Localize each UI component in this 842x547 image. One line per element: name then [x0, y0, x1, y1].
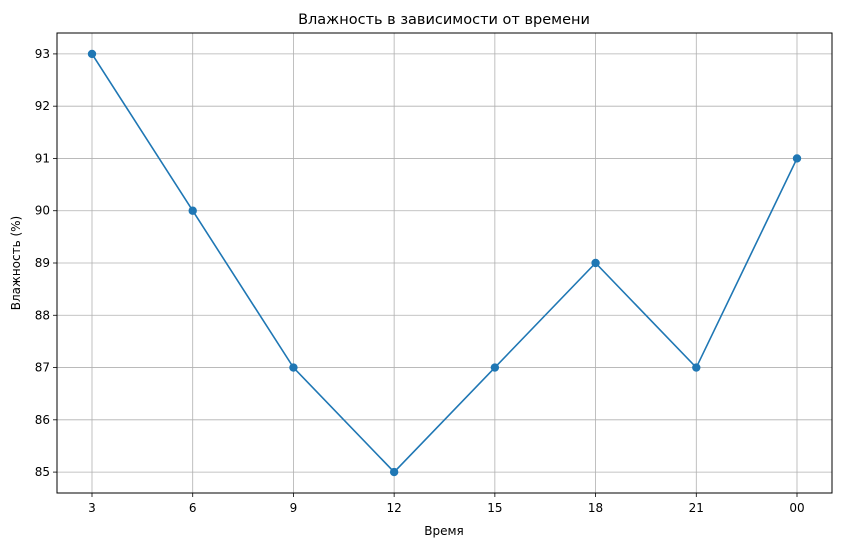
- x-tick-label: 3: [88, 501, 96, 515]
- data-point: [591, 258, 600, 268]
- data-point: [289, 363, 298, 372]
- data-point: [490, 363, 500, 372]
- x-tick-label: 6: [189, 501, 197, 515]
- x-tick-label: 12: [387, 501, 402, 515]
- axis-ticks: 3 6 9 12 15 18 21 00 85 86 87 88 89 90 91 92 93: [35, 47, 805, 515]
- y-tick-label: 92: [35, 99, 50, 113]
- x-tick-label: 9: [290, 501, 298, 515]
- x-axis-label: Время: [424, 524, 464, 538]
- y-tick-label: 93: [35, 47, 50, 61]
- data-point: [188, 206, 197, 215]
- x-tick-label: 21: [689, 501, 704, 515]
- data-point: [692, 363, 701, 372]
- x-tick-label: 18: [588, 501, 603, 515]
- y-tick-label: 88: [35, 308, 50, 322]
- series-line: [91, 53, 798, 474]
- data-point: [389, 467, 399, 477]
- grid: [57, 33, 832, 493]
- data-point: [87, 49, 97, 59]
- y-tick-label: 85: [35, 465, 50, 479]
- y-tick-label: 87: [35, 361, 50, 375]
- y-axis-label: Влажность (%): [9, 216, 23, 311]
- y-tick-label: 86: [35, 413, 50, 427]
- x-tick-label: 00: [789, 501, 804, 515]
- y-tick-label: 91: [35, 151, 50, 165]
- data-point: [792, 154, 802, 163]
- y-tick-label: 89: [35, 256, 50, 270]
- series-layer: [87, 49, 802, 477]
- chart-title: Влажность в зависимости от времени: [298, 12, 590, 28]
- x-tick-label: 15: [487, 501, 502, 515]
- y-tick-label: 90: [35, 204, 50, 218]
